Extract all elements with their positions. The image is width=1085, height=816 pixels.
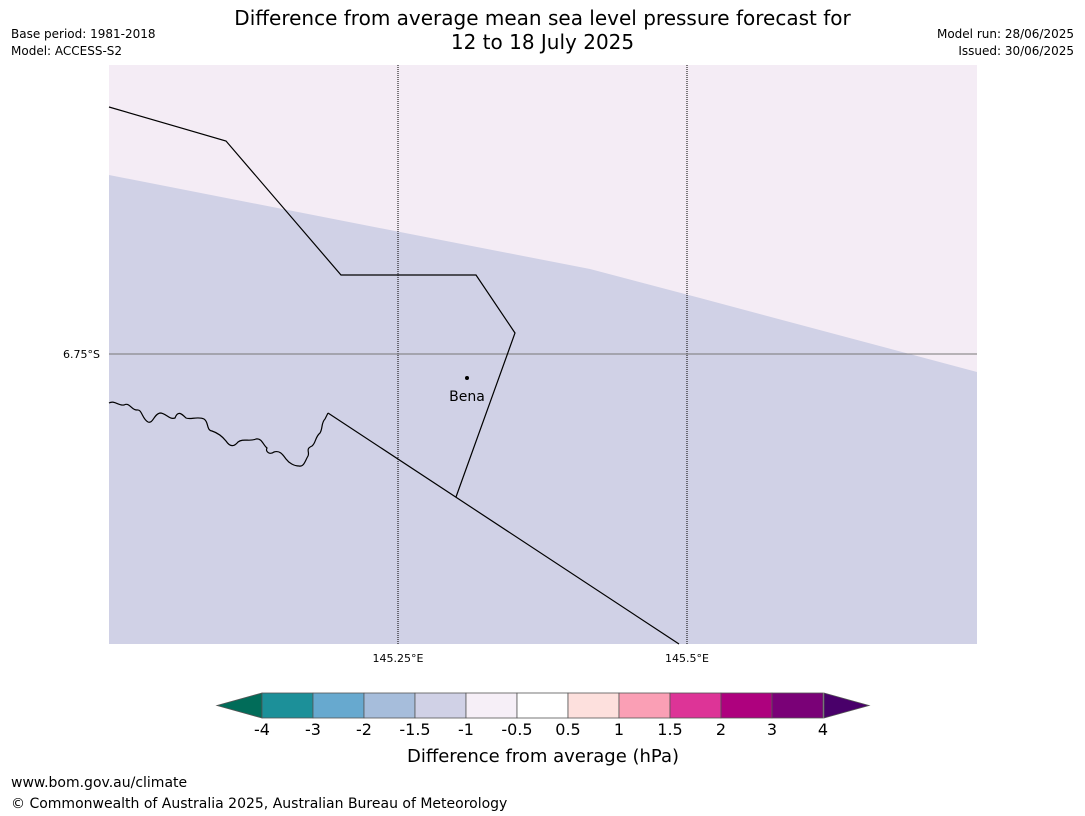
base-period-text: Base period: 1981-2018	[11, 27, 156, 41]
longitude-tick-label: 145.5°E	[665, 652, 709, 665]
colorbar-tick-label: 1.5	[657, 720, 682, 739]
colorbar-under-arrow	[215, 692, 263, 719]
meta-left: Base period: 1981-2018 Model: ACCESS-S2	[11, 26, 156, 60]
colorbar-segment	[363, 692, 416, 719]
colorbar-title: Difference from average (hPa)	[407, 746, 679, 767]
colorbar-tick-label: -3	[305, 720, 321, 739]
model-text: Model: ACCESS-S2	[11, 44, 123, 58]
place-label-bena: Bena	[449, 389, 485, 405]
colorbar-tick-label: -4	[254, 720, 270, 739]
footer-copyright: © Commonwealth of Australia 2025, Austra…	[11, 796, 508, 812]
colorbar-segment	[465, 692, 518, 719]
colorbar-tick-label: -0.5	[501, 720, 532, 739]
colorbar-segment	[669, 692, 722, 719]
colorbar-tick-label: 1	[614, 720, 624, 739]
colorbar-tick-label: 2	[716, 720, 726, 739]
colorbar-segment	[312, 692, 365, 719]
latitude-tick-label: 6.75°S	[63, 348, 100, 361]
model-run-text: Model run: 28/06/2025	[936, 27, 1074, 41]
issued-text: Issued: 30/06/2025	[958, 44, 1074, 58]
boundary-line	[327, 412, 680, 645]
colorbar-segment	[567, 692, 620, 719]
longitude-tick-label: 145.25°E	[373, 652, 424, 665]
chart-title: Difference from average mean sea level p…	[0, 6, 1085, 54]
place-marker-dot	[465, 376, 469, 380]
colorbar-tick-label: -1.5	[399, 720, 430, 739]
colorbar-segment	[516, 692, 569, 719]
title-line-2: 12 to 18 July 2025	[450, 30, 635, 54]
meta-right: Model run: 28/06/2025 Issued: 30/06/2025	[937, 26, 1074, 60]
colorbar-over-arrow	[823, 692, 871, 719]
colorbar-segment	[771, 692, 824, 719]
colorbar-tick-label: 3	[767, 720, 777, 739]
title-line-1: Difference from average mean sea level p…	[234, 6, 851, 30]
river-line	[108, 401, 329, 467]
colorbar-tick-label: 4	[818, 720, 828, 739]
colorbar-tick-label: -2	[356, 720, 372, 739]
region-lower-fill	[109, 175, 977, 644]
colorbar-segment	[414, 692, 467, 719]
colorbar-segment	[261, 692, 314, 719]
boundary-line	[108, 106, 516, 498]
colorbar: -4 -3 -2 -1.5 -1 -0.5 0.5 1 1.5 2 3 4 Difference fr…	[215, 692, 871, 767]
colorbar-segment	[720, 692, 773, 719]
colorbar-tick-label: -1	[458, 720, 474, 739]
colorbar-tick-label: 0.5	[555, 720, 580, 739]
colorbar-segment	[618, 692, 671, 719]
footer-url[interactable]: www.bom.gov.au/climate	[11, 775, 188, 791]
